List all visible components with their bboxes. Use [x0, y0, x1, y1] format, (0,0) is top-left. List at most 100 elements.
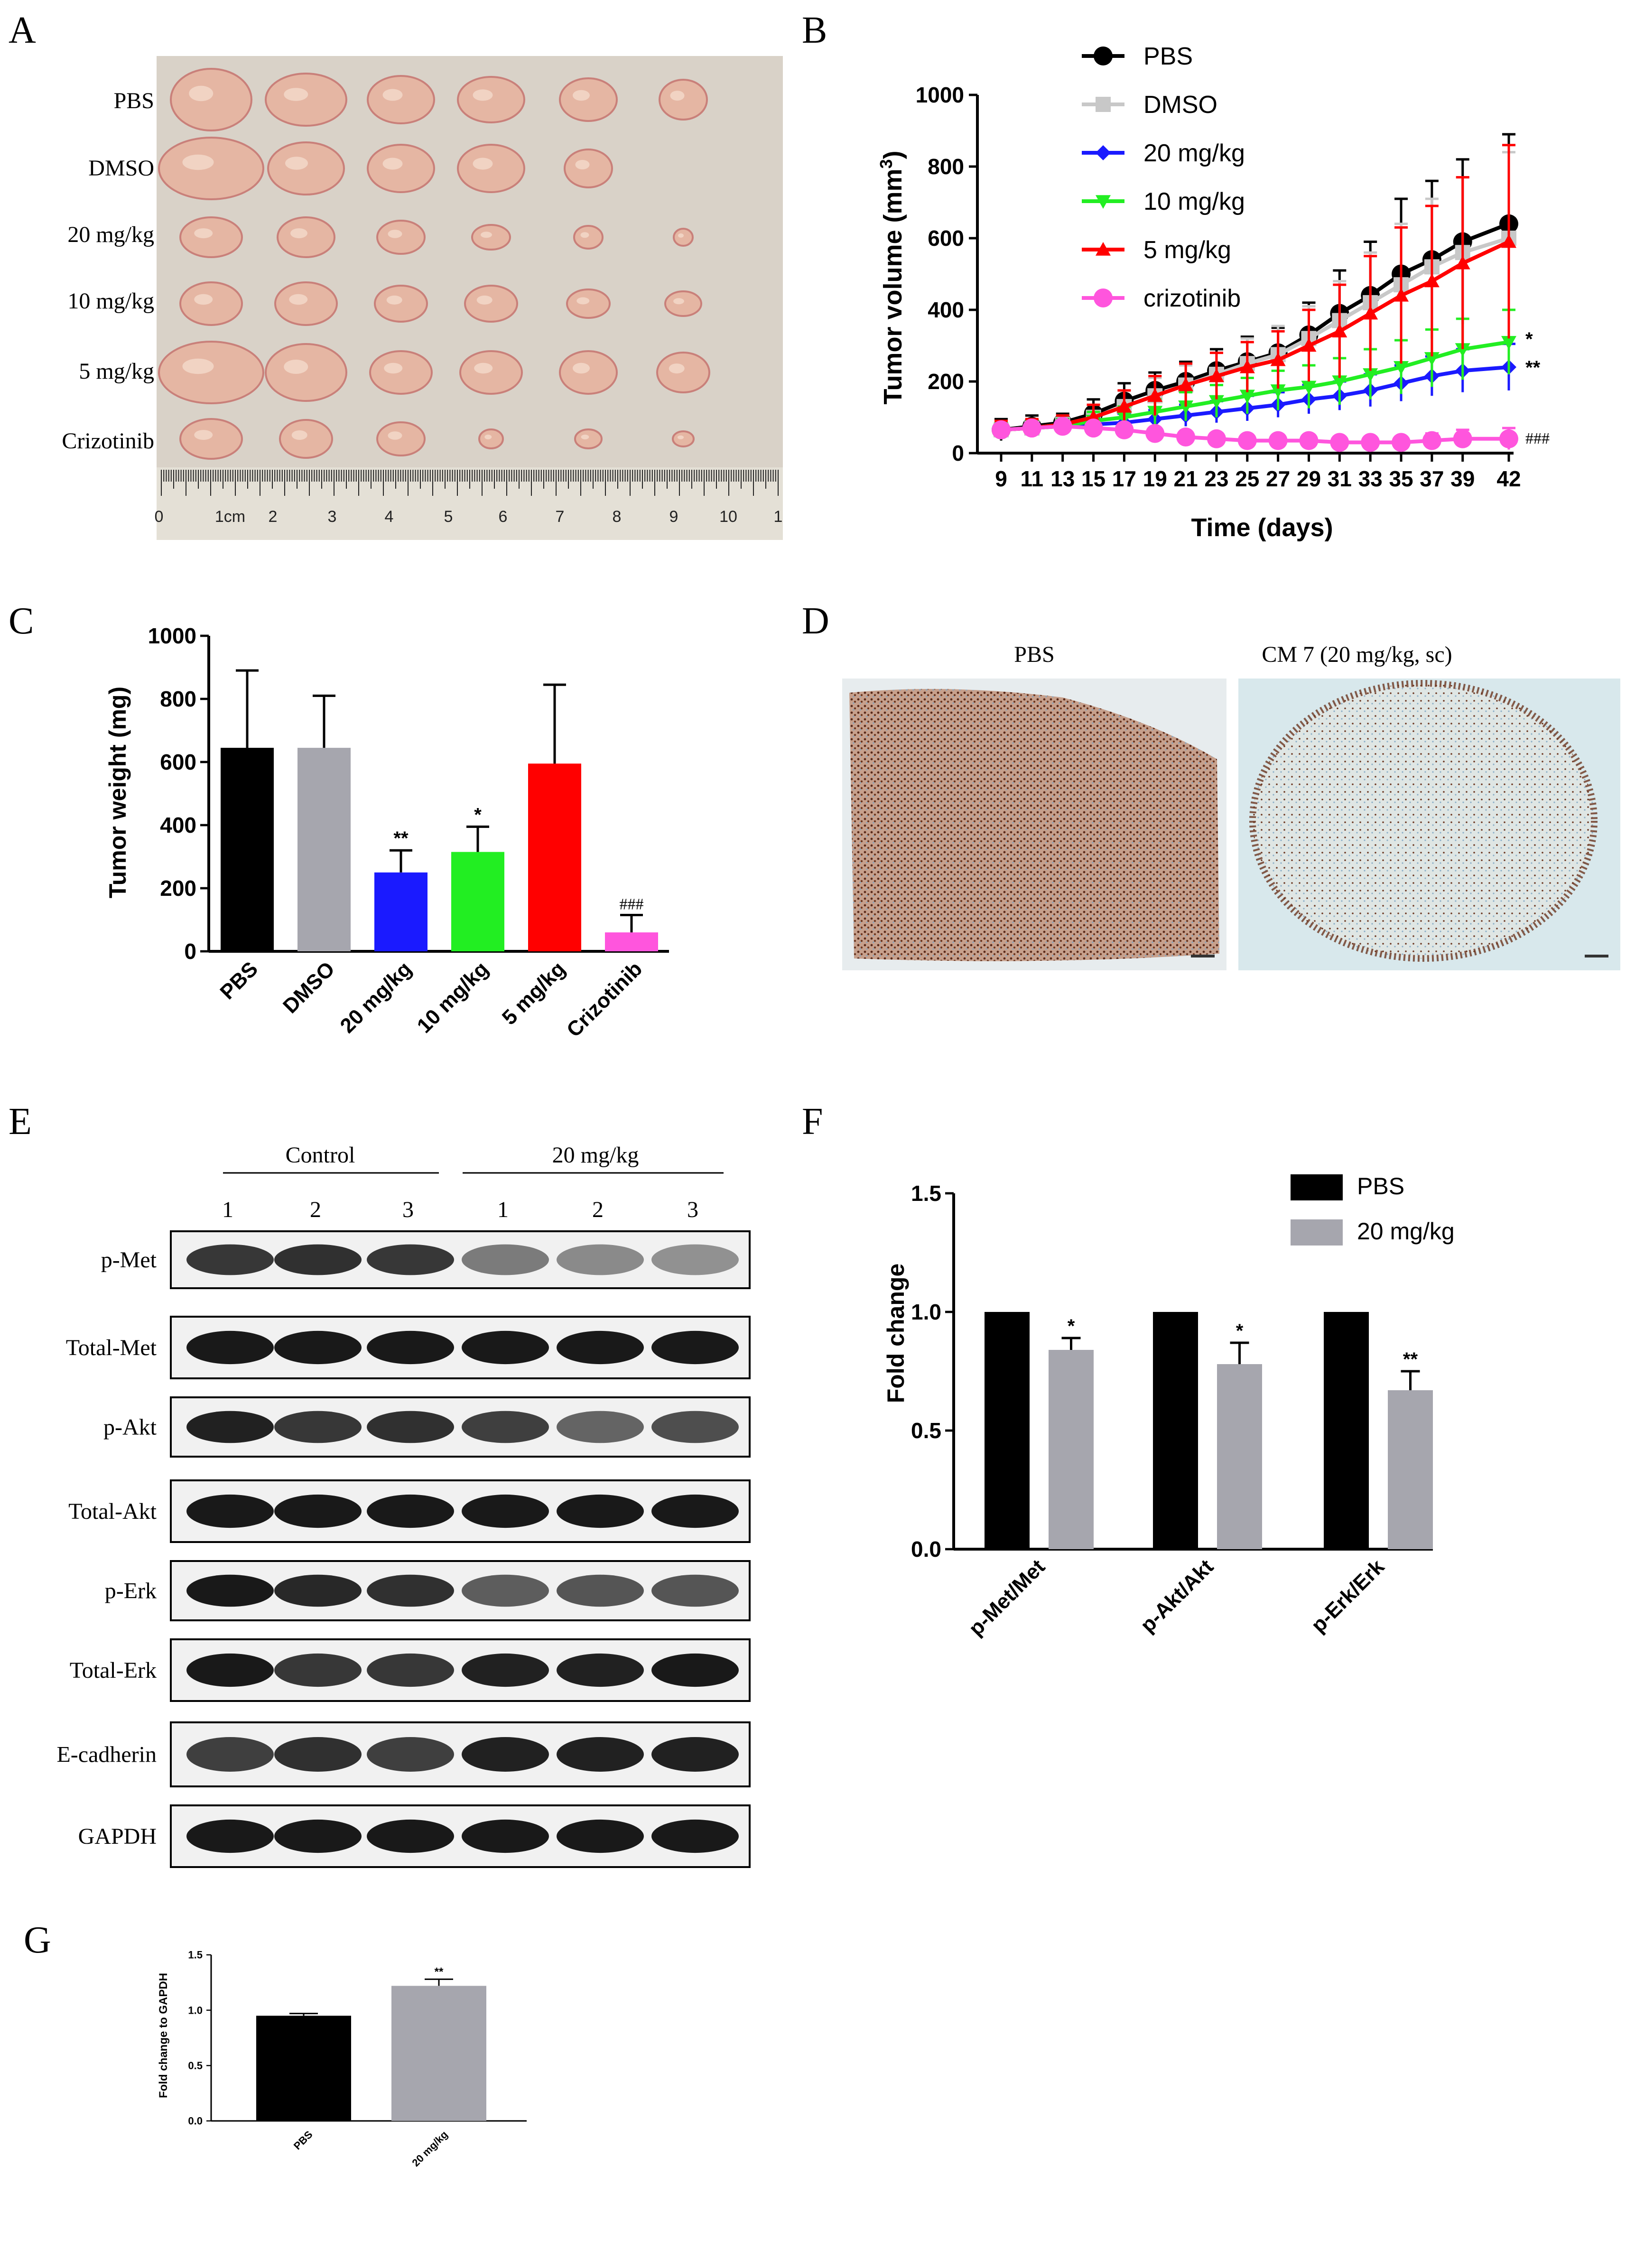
- panel-g-ytick-label: 1.0: [188, 2004, 203, 2016]
- tumor-specimen: [369, 350, 433, 395]
- panel-f-annotation: **: [1403, 1349, 1418, 1370]
- panel-g-bar: [391, 1986, 486, 2121]
- panel-f-ytick-label: 0.0: [911, 1537, 941, 1562]
- panel-b-ytick-label: 400: [928, 297, 964, 322]
- tumor-specimen: [158, 137, 264, 200]
- lane-number: 3: [687, 1197, 698, 1222]
- tumor-specimen: [277, 216, 335, 258]
- tumor-highlight: [284, 360, 308, 374]
- blot-band: [557, 1330, 644, 1365]
- scale-bar-pbs: [1191, 955, 1215, 957]
- blot-label: p-Erk: [105, 1579, 157, 1604]
- blot-band: [557, 1653, 644, 1687]
- tumor-specimen: [478, 428, 504, 449]
- panel-b-point: [1094, 46, 1113, 65]
- panel-b-xtick-label: 33: [1358, 466, 1383, 491]
- panel-f-bar: [1153, 1312, 1198, 1549]
- panel-b: B 0 200 400 600 800 1000 9 11 13 15 17 19 21 23 25 27 29…: [802, 9, 1550, 542]
- panel-c-annotation: **: [393, 828, 409, 849]
- panel-b-ytick-label: 1000: [916, 83, 964, 107]
- panel-b-ylabel: Tumor volume (mm3): [876, 150, 908, 404]
- panel-b-point: [1096, 242, 1111, 256]
- blot-band: [651, 1737, 739, 1772]
- row-label-20mgkg: 20 mg/kg: [67, 222, 154, 247]
- row-label-10mgkg: 10 mg/kg: [67, 288, 154, 314]
- panel-c-ytick-label: 600: [160, 750, 196, 774]
- panel-b-point: [1332, 375, 1347, 389]
- panel-b-point: [1501, 234, 1516, 248]
- blot-band: [557, 1411, 644, 1443]
- tumor-highlight: [289, 294, 308, 305]
- blot-band: [557, 1574, 644, 1607]
- tumor-specimen: [559, 350, 618, 395]
- panel-f-ylabel: Fold change: [883, 1264, 909, 1403]
- tumor-highlight: [290, 228, 307, 239]
- panel-b-point: [1096, 195, 1111, 209]
- panel-f-legend-label: 20 mg/kg: [1357, 1218, 1455, 1245]
- blot-band: [651, 1330, 739, 1365]
- panel-b-legend-label: 5 mg/kg: [1143, 236, 1231, 264]
- blot-band: [367, 1411, 454, 1443]
- panel-b-xtick-label: 13: [1050, 466, 1075, 491]
- panel-b-point: [1268, 431, 1288, 450]
- ruler-label: 5: [444, 508, 453, 526]
- tumor-highlight: [573, 363, 590, 374]
- panel-c-ytick-label: 200: [160, 876, 196, 901]
- panel-b-point: [1053, 417, 1072, 436]
- row-label-pbs: PBS: [114, 88, 154, 113]
- tumor-specimen: [457, 144, 525, 193]
- tumor-specimen: [265, 343, 347, 402]
- tumor-highlight: [194, 294, 213, 305]
- panel-c-annotation: ###: [620, 896, 644, 913]
- panel-f-ytick-label: 0.5: [911, 1418, 941, 1443]
- ruler-label: 0: [155, 508, 164, 526]
- panel-b-point: [1455, 255, 1470, 270]
- blot-band: [462, 1653, 549, 1687]
- ruler-label: 8: [613, 508, 622, 526]
- blot-band: [186, 1574, 274, 1607]
- panel-e: E Control 20 mg/kg 1 2 3 1 2 3 p-Met Total-Met…: [9, 1101, 751, 1868]
- panel-b-xlabel: Time (days): [1191, 513, 1333, 542]
- ruler-label: 1cm: [215, 508, 245, 526]
- panel-b-legend-label: PBS: [1143, 43, 1193, 70]
- tumor-specimen: [367, 144, 435, 193]
- panel-c-category-label: PBS: [215, 957, 262, 1004]
- panel-b-point: [992, 420, 1011, 439]
- lane-number: 3: [402, 1197, 414, 1222]
- blot-band: [462, 1330, 549, 1365]
- western-blots: p-Met Total-Met p-Akt Total-Akt p-Erk Total-E…: [56, 1230, 751, 1868]
- blot-band: [651, 1653, 739, 1687]
- blot-band: [557, 1737, 644, 1772]
- panel-b-annot-10mgkg: *: [1525, 329, 1533, 350]
- lane-numbers: 1 2 3 1 2 3: [222, 1197, 698, 1222]
- panel-d: D PBS CM 7 (20 mg/kg, sc): [802, 600, 1620, 970]
- panel-c-ylabel: Tumor weight (mg): [104, 687, 131, 898]
- blot-band: [274, 1494, 362, 1528]
- panel-b-point: [1022, 418, 1041, 438]
- ruler-label: 1: [774, 508, 783, 526]
- panel-f-bar: [1049, 1350, 1094, 1549]
- panel-e-letter: E: [9, 1101, 32, 1143]
- panel-b-xtick-label: 42: [1496, 466, 1521, 491]
- panel-b-point: [1178, 377, 1194, 391]
- lane-number: 1: [222, 1197, 233, 1222]
- panel-c-bar: [605, 932, 658, 951]
- blot-band: [274, 1244, 362, 1275]
- panel-f-bars: * p-Met/Met * p-Akt/Akt ** p-Erk/Erk: [964, 1312, 1433, 1640]
- blot-band: [557, 1819, 644, 1853]
- tumor-highlight: [678, 233, 684, 238]
- tumor-specimen: [659, 79, 708, 121]
- panel-f-bar: [1217, 1364, 1262, 1549]
- panel-b-point: [1208, 368, 1224, 382]
- tumor-highlight: [670, 91, 685, 101]
- panel-c-bars: PBS DMSO ** 20 mg/kg * 10 mg/kg 5 mg/kg ### Criz…: [215, 669, 658, 1042]
- panel-c-category-label: 5 mg/kg: [498, 957, 570, 1029]
- panel-f-legend-swatch: [1291, 1219, 1343, 1246]
- tumor-highlight: [382, 158, 403, 170]
- panel-b-xtick-label: 11: [1021, 466, 1044, 491]
- blot-label: p-Met: [101, 1247, 157, 1273]
- ruler-label: 2: [269, 508, 278, 526]
- blot-band: [274, 1653, 362, 1687]
- tumor-highlight: [388, 431, 402, 440]
- panel-b-xtick-label: 9: [995, 466, 1007, 491]
